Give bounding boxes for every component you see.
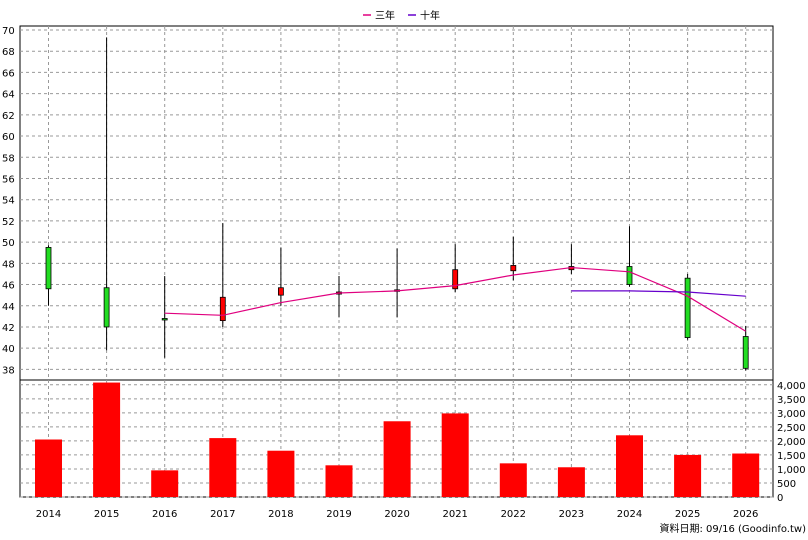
volume-tick-label: 3,000 (777, 409, 806, 420)
x-tick-label: 2017 (210, 509, 235, 520)
candles (45, 37, 749, 371)
candle-body (219, 296, 226, 322)
price-tick-label: 62 (2, 111, 15, 122)
legend: 三年 十年 (363, 9, 440, 22)
candle-body (452, 269, 459, 290)
volume-tick-label: 1,000 (777, 465, 806, 476)
series-line (571, 290, 746, 297)
moving-average-lines (164, 266, 747, 332)
price-tick-label: 70 (2, 26, 15, 37)
candle-body (510, 265, 517, 272)
x-tick-label: 2023 (559, 509, 584, 520)
volume-tick-label: 500 (777, 479, 796, 490)
volume-tick-label: 2,500 (777, 423, 806, 434)
volume-bar (209, 438, 237, 497)
volume-bar (325, 465, 353, 497)
price-axis: 38 40 42 44 46 48 50 52 54 56 58 60 62 64 66 68 70 (2, 26, 15, 376)
volume-bars (35, 382, 760, 497)
volume-bar (732, 453, 760, 497)
volume-tick-label: 3,500 (777, 395, 806, 406)
price-tick-label: 56 (2, 174, 15, 185)
source-note: 資料日期: 09/16 (Goodinfo.tw) (659, 522, 806, 535)
price-tick-label: 42 (2, 323, 15, 334)
x-tick-label: 2025 (675, 509, 700, 520)
volume-bar (441, 413, 469, 497)
price-tick-label: 54 (2, 196, 15, 207)
price-tick-label: 68 (2, 47, 15, 58)
candle-body (742, 336, 749, 369)
volume-tick-label: 4,000 (777, 381, 806, 392)
x-tick-label: 2026 (733, 509, 758, 520)
x-axis: 2014 2015 2016 2017 2018 2019 2020 2021 2022 2023… (36, 509, 759, 520)
volume-axis: 0 500 1,000 1,500 2,000 2,500 3,000 3,500 4,000 (777, 381, 806, 504)
volume-bar (35, 439, 62, 497)
candle-body (277, 287, 284, 296)
volume-bar (557, 467, 585, 497)
volume-bar (151, 470, 179, 497)
x-tick-label: 2022 (501, 509, 526, 520)
price-tick-label: 60 (2, 132, 15, 143)
candle-body (161, 318, 168, 321)
volume-bar (267, 450, 295, 497)
price-grid (19, 25, 774, 381)
price-tick-label: 46 (2, 281, 15, 292)
x-tick-label: 2016 (152, 509, 177, 520)
candle-body (103, 287, 110, 328)
price-tick-label: 44 (2, 302, 15, 313)
x-tick-label: 2020 (384, 509, 409, 520)
x-tick-label: 2018 (268, 509, 293, 520)
price-plot-frame (19, 25, 774, 381)
candle-body (626, 266, 633, 285)
series-line (164, 266, 747, 332)
x-tick-label: 2014 (36, 509, 61, 520)
volume-bar (93, 382, 121, 497)
price-tick-label: 58 (2, 153, 15, 164)
price-tick-label: 64 (2, 90, 15, 101)
x-tick-label: 2024 (617, 509, 642, 520)
price-tick-label: 40 (2, 344, 15, 355)
volume-bar (499, 463, 527, 497)
volume-bar (674, 454, 702, 497)
x-tick-label: 2015 (94, 509, 119, 520)
candle-body (45, 247, 52, 290)
volume-tick-label: 1,500 (777, 451, 806, 462)
legend-label: 三年 (375, 9, 395, 22)
volume-tick-label: 2,000 (777, 437, 806, 448)
volume-bar (383, 421, 411, 497)
price-tick-label: 52 (2, 217, 15, 228)
legend-label: 十年 (420, 9, 440, 22)
x-tick-label: 2019 (326, 509, 351, 520)
volume-bar (616, 435, 643, 497)
price-tick-label: 48 (2, 259, 15, 270)
price-tick-label: 50 (2, 238, 15, 249)
price-tick-label: 38 (2, 365, 15, 376)
price-tick-label: 66 (2, 68, 15, 79)
x-tick-label: 2021 (442, 509, 467, 520)
candle-body (684, 277, 691, 338)
volume-tick-label: 0 (777, 493, 783, 504)
